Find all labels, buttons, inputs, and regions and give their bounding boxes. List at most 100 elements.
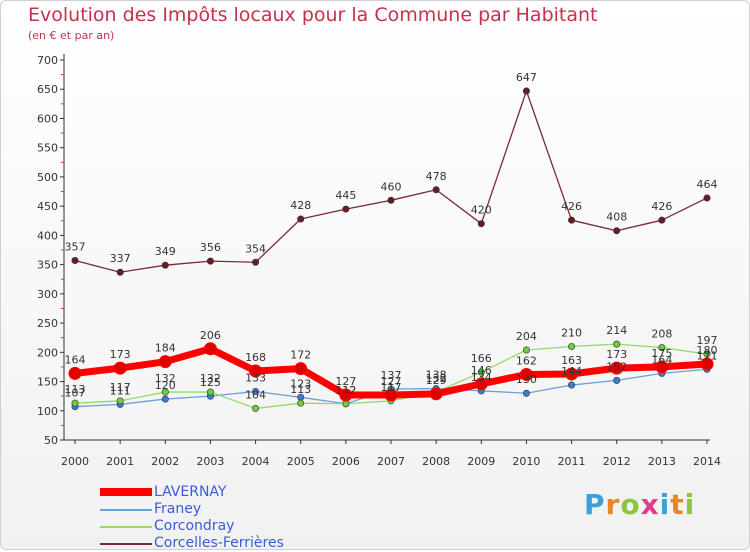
data-point [568, 216, 576, 224]
data-label: 138 [426, 369, 447, 382]
data-point [252, 387, 260, 395]
data-point [658, 344, 666, 352]
data-label: 478 [426, 170, 447, 183]
data-label: 354 [245, 242, 266, 255]
data-point [113, 361, 127, 375]
y-tick-label: 150 [37, 376, 58, 389]
data-point [297, 215, 305, 223]
y-tick-label: 500 [37, 171, 58, 184]
data-label: 111 [110, 384, 131, 397]
data-label: 420 [471, 204, 492, 217]
logo-letter: P [584, 488, 606, 521]
legend-label: LAVERNAY [154, 484, 227, 500]
data-label: 117 [110, 381, 131, 394]
y-tick-label: 200 [37, 346, 58, 359]
legend-swatch [100, 488, 152, 496]
data-point [387, 196, 395, 204]
y-tick-label: 300 [37, 288, 58, 301]
data-label: 130 [516, 373, 537, 386]
x-tick-label: 2013 [648, 455, 676, 468]
data-label: 204 [516, 330, 537, 343]
data-label: 173 [110, 348, 131, 361]
data-label: 426 [651, 200, 672, 213]
data-point [613, 376, 621, 384]
data-point [339, 388, 353, 402]
legend-label: Franey [154, 501, 202, 517]
data-point [522, 346, 530, 354]
data-point [477, 220, 485, 228]
data-label: 132 [155, 372, 176, 385]
logo-letter: x [640, 488, 660, 521]
data-label: 464 [697, 178, 718, 191]
data-label: 337 [110, 252, 131, 265]
data-point [249, 364, 263, 378]
data-label: 113 [65, 383, 86, 396]
data-label: 112 [335, 384, 356, 397]
data-point [568, 381, 576, 389]
y-tick-label: 50 [44, 434, 58, 447]
data-label: 180 [697, 344, 718, 357]
x-tick-label: 2010 [512, 455, 540, 468]
proxiti-logo: Proxiti [584, 488, 695, 521]
data-point [568, 342, 576, 350]
data-label: 144 [561, 365, 582, 378]
data-point [384, 388, 398, 402]
data-label: 152 [606, 360, 627, 373]
data-point [68, 366, 82, 380]
x-tick-label: 2012 [603, 455, 631, 468]
data-label: 445 [335, 189, 356, 202]
y-tick-label: 600 [37, 112, 58, 125]
legend-item: Corcelles-Ferrières [100, 535, 400, 552]
data-point [252, 258, 260, 266]
y-tick-label: 350 [37, 259, 58, 272]
data-label: 146 [471, 364, 492, 377]
data-label: 127 [381, 375, 402, 388]
data-label: 173 [606, 348, 627, 361]
data-label: 120 [155, 379, 176, 392]
data-label: 356 [200, 241, 221, 254]
y-tick-label: 450 [37, 200, 58, 213]
x-tick-label: 2000 [61, 455, 89, 468]
data-point [477, 368, 485, 376]
data-label: 132 [426, 372, 447, 385]
x-tick-label: 2001 [106, 455, 134, 468]
data-label: 162 [516, 355, 537, 368]
data-label: 172 [290, 349, 311, 362]
x-tick-label: 2011 [558, 455, 586, 468]
data-point [161, 388, 169, 396]
data-point [522, 389, 530, 397]
data-point [342, 400, 350, 408]
data-label: 175 [651, 347, 672, 360]
data-point [342, 205, 350, 213]
data-label: 208 [651, 328, 672, 341]
x-tick-label: 2003 [196, 455, 224, 468]
data-label: 107 [65, 387, 86, 400]
data-label: 104 [245, 388, 266, 401]
data-label: 134 [471, 371, 492, 384]
data-label: 197 [697, 334, 718, 347]
x-tick-label: 2004 [242, 455, 270, 468]
x-tick-label: 2006 [332, 455, 360, 468]
legend-swatch [100, 509, 152, 511]
data-label: 137 [381, 369, 402, 382]
data-point [161, 395, 169, 403]
data-label: 357 [65, 241, 86, 254]
legend-item: LAVERNAY [100, 484, 400, 501]
y-tick-label: 250 [37, 317, 58, 330]
data-point [116, 268, 124, 276]
data-label: 210 [561, 326, 582, 339]
legend-item: Franey [100, 501, 400, 518]
logo-letter: i [684, 488, 696, 521]
legend-item: Corcondray [100, 518, 400, 535]
data-point [613, 227, 621, 235]
data-point [519, 368, 533, 382]
data-point [116, 397, 124, 405]
data-label: 426 [561, 200, 582, 213]
data-point [522, 87, 530, 95]
data-label: 129 [426, 374, 447, 387]
logo-letter: i [659, 488, 671, 521]
data-point [474, 377, 488, 391]
y-tick-label: 400 [37, 229, 58, 242]
data-label: 214 [606, 324, 627, 337]
